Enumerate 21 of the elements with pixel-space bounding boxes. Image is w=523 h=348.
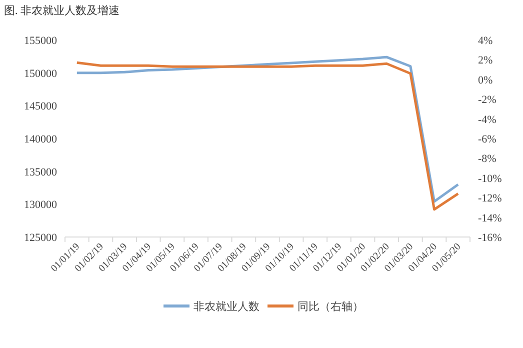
y2-tick-label: 2% (478, 54, 493, 67)
y2-tick-label: -6% (478, 134, 496, 146)
y2-tick-label: 0% (478, 74, 493, 86)
y2-tick-label: -14% (478, 212, 502, 224)
y-tick-label: 145000 (24, 100, 58, 113)
legend-label: 同比（右轴） (298, 300, 364, 313)
y2-tick-label: -4% (478, 114, 496, 126)
y2-tick-label: -2% (478, 94, 496, 106)
y-tick-label: 135000 (24, 166, 58, 178)
y-tick-label: 155000 (24, 35, 58, 47)
y2-tick-label: -10% (478, 172, 502, 185)
y-tick-label: 125000 (24, 232, 58, 244)
y2-tick-label: -16% (478, 232, 502, 244)
y2-tick-label: 4% (478, 35, 493, 47)
y2-tick-label: -12% (478, 192, 502, 205)
legend-label: 非农就业人数 (194, 300, 260, 313)
y-tick-label: 150000 (24, 68, 58, 80)
y-tick-label: 140000 (24, 134, 58, 146)
y-tick-label: 130000 (24, 199, 58, 212)
chart-title: 图. 非农就业人数及增速 (4, 4, 120, 17)
y2-tick-label: -8% (478, 153, 496, 166)
